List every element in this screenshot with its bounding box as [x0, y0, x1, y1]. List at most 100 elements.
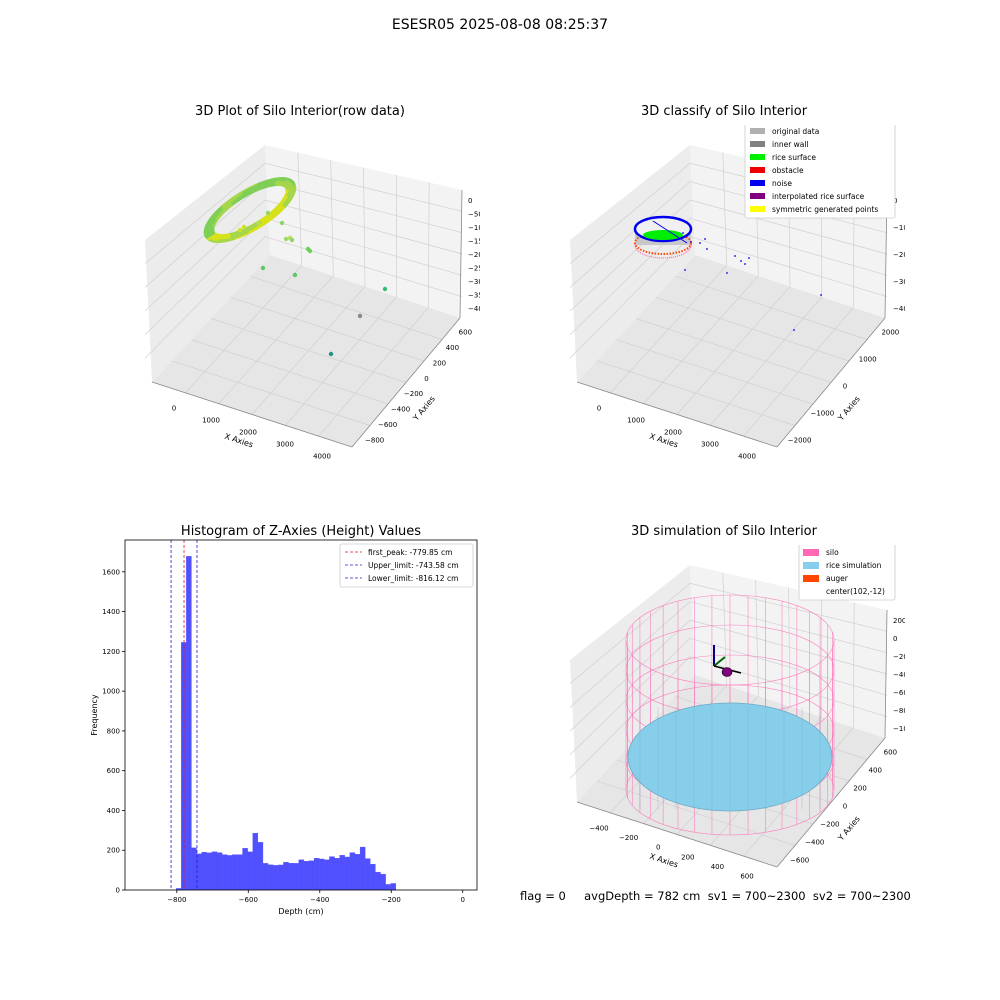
histogram-bar — [221, 854, 228, 891]
histogram-frame — [124, 539, 478, 891]
histogram-bar — [365, 858, 371, 891]
histogram-bar — [273, 865, 279, 891]
y-axis-label: Frequency — [90, 694, 99, 736]
y-tick-label: 400 — [107, 807, 120, 815]
z-tick-label: −1000 — [468, 224, 480, 232]
histogram-bar — [211, 851, 218, 891]
legend-label: symmetric generated points — [772, 205, 878, 214]
raw-point — [307, 248, 313, 254]
legend-swatch — [750, 206, 765, 212]
y-tick-label: 0 — [843, 383, 847, 391]
silo-simulation — [625, 594, 835, 836]
histogram-bar — [298, 859, 305, 891]
raw-point — [289, 237, 295, 243]
noise-point — [690, 241, 692, 243]
noise-point — [793, 329, 795, 331]
z-tick-label: −3000 — [468, 278, 480, 286]
z-tick-label: −1000 — [893, 725, 905, 733]
z-tick-label: −500 — [468, 211, 480, 219]
histogram-bar — [288, 863, 294, 891]
z-tick-label: −2000 — [893, 251, 905, 259]
noise-point — [744, 263, 746, 265]
histogram-bar — [380, 873, 386, 891]
y-axis-line — [776, 317, 886, 448]
grid-line — [144, 163, 266, 264]
noise-point — [706, 248, 708, 250]
status-footer: flag = 0 avgDepth = 782 cm sv1 = 700~230… — [520, 889, 911, 903]
z-tick-label: 0 — [893, 635, 897, 643]
z-axis-line — [459, 189, 463, 319]
raw-point — [292, 272, 298, 278]
y-tick-label: 800 — [107, 727, 120, 735]
raw-point — [328, 351, 334, 357]
y-axis-line — [776, 737, 886, 868]
z-axis-label: Z Axies (Depth) — [904, 228, 905, 291]
histogram-bar — [283, 862, 289, 891]
legend-label: Upper_limit: -743.58 cm — [368, 561, 459, 570]
legend-box — [798, 545, 896, 601]
y-tick-label: −200 — [820, 821, 839, 829]
noise-line — [652, 220, 688, 244]
grid-line — [144, 218, 266, 335]
x-tick-label: 1000 — [202, 416, 220, 424]
noise-point — [682, 232, 684, 234]
histogram-legend: first_peak: -779.85 cm Upper_limit: -743.… — [339, 543, 474, 588]
y-axis-label: Y Axies — [836, 814, 862, 843]
histogram-bar — [375, 871, 381, 891]
y-tick-label: 0 — [116, 887, 120, 895]
histogram-bar — [313, 858, 320, 891]
y-axis-label: Y Axies — [411, 394, 437, 423]
legend-label: obstacle — [772, 166, 804, 175]
histogram-bar — [227, 855, 233, 891]
x-tick-label: 0 — [460, 896, 464, 904]
x-tick-label: −400 — [310, 896, 329, 904]
grid-line — [569, 236, 691, 359]
x-tick-label: −200 — [382, 896, 401, 904]
grid-line — [264, 217, 463, 276]
x-tick-label: 2000 — [664, 429, 682, 437]
histogram-bar — [242, 848, 248, 891]
grid-line — [569, 163, 691, 264]
x-tick-label: 0 — [172, 404, 176, 412]
z-tick-label: 200 — [893, 617, 905, 625]
z-tick-label: −600 — [893, 689, 905, 697]
noise-point — [734, 255, 736, 257]
noise-point — [699, 242, 701, 244]
z-axis-label: Z Axies (Depth) — [904, 648, 905, 711]
histogram-bar — [186, 556, 192, 891]
histogram-bar — [303, 861, 310, 891]
histogram-bar — [319, 858, 325, 891]
histogram-bar — [324, 859, 330, 891]
left-pane — [570, 145, 695, 382]
grid-line — [569, 638, 691, 755]
simulation-3d-plot: −400 −200 0 200 400 600 −600 −400 −200 0 200 400 600… — [569, 545, 905, 880]
histogram-bar — [278, 864, 284, 891]
histogram-title: Histogram of Z-Axies (Height) Values — [180, 524, 422, 539]
x-tick-label: 3000 — [701, 441, 719, 449]
histogram-bar — [344, 856, 351, 891]
histogram-bar — [370, 863, 376, 891]
histogram-bar — [390, 883, 396, 891]
grid-line — [689, 619, 888, 675]
histogram-bar — [334, 858, 340, 891]
x-axis-label: Depth (cm) — [278, 907, 323, 916]
y-tick-label: 1400 — [102, 608, 120, 616]
legend-label: rice simulation — [826, 561, 882, 570]
auger-marker — [721, 667, 733, 677]
grid-line — [689, 217, 888, 276]
legend-label: auger — [826, 574, 849, 583]
raw-point — [241, 224, 247, 230]
histogram-bars — [175, 556, 396, 891]
y-tick-label: −800 — [365, 437, 384, 445]
classified-point-cloud — [633, 215, 822, 331]
simulation-legend: silo rice simulation auger center(102,-12) — [798, 545, 896, 601]
histogram-bar — [237, 854, 243, 891]
x-axis-line — [151, 381, 353, 448]
z-tick-label: −1500 — [468, 238, 480, 246]
z-tick-label: −2500 — [468, 264, 480, 272]
legend-label: inner wall — [772, 140, 809, 149]
histogram-bar — [232, 854, 238, 891]
legend-label: original data — [772, 127, 819, 136]
legend-swatch — [750, 167, 765, 173]
z-tick-label: −1000 — [893, 224, 905, 232]
